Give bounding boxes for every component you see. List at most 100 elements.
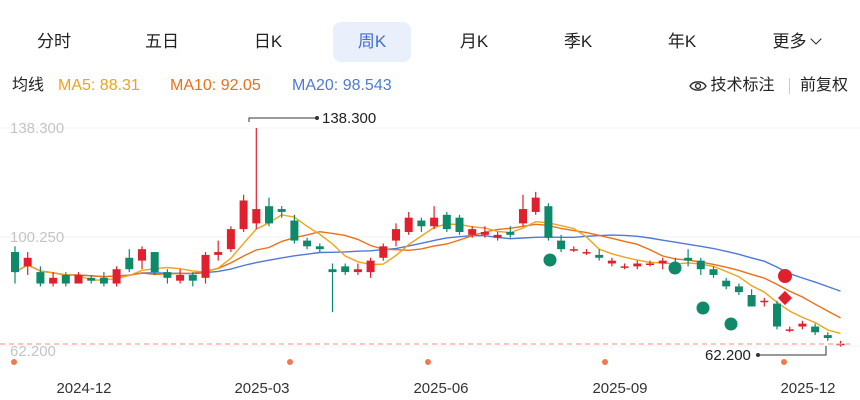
ma20-value: MA20: 98.543: [292, 77, 392, 94]
candle-body: [277, 209, 286, 212]
candle-body: [823, 335, 832, 338]
candle-body: [582, 252, 591, 254]
x-tick-label: 2025-12: [780, 380, 835, 397]
sell-signal-dot: [696, 301, 710, 315]
candle-body: [506, 231, 515, 235]
candle-body: [341, 266, 350, 273]
candle-body: [150, 252, 159, 273]
candle-body: [519, 209, 527, 224]
more-menu-button[interactable]: 更多: [760, 22, 832, 62]
candle-body: [176, 274, 185, 281]
candle-body: [480, 231, 489, 235]
min-leader-dot: [756, 353, 760, 357]
tab-yearly-k[interactable]: 年K: [667, 32, 697, 51]
candle-body: [99, 277, 108, 284]
more-label: 更多: [772, 32, 807, 51]
candle-body: [11, 252, 19, 273]
candle-body: [607, 260, 616, 264]
buy-signal-diamond: [777, 290, 793, 306]
max-price-annotation: 138.300: [322, 110, 376, 127]
candle-body: [658, 260, 667, 264]
candle-body: [544, 206, 553, 238]
x-tick-label: 2025-09: [592, 380, 647, 397]
candle-body: [379, 246, 388, 258]
tab-intraday[interactable]: 分时: [37, 32, 71, 51]
candlesticks: [11, 128, 845, 347]
x-axis-markers: [11, 359, 787, 365]
max-leader-dot: [315, 116, 319, 120]
candle-body: [49, 277, 58, 284]
candle-body: [709, 269, 718, 275]
event-marker-dot: [425, 359, 431, 365]
candle-body: [722, 280, 731, 287]
candle-body: [125, 257, 134, 270]
tab-quarterly-k[interactable]: 季K: [563, 32, 593, 51]
candle-body: [747, 295, 756, 307]
candle-body: [734, 286, 743, 293]
candle-body: [531, 197, 540, 212]
tab-monthly-k[interactable]: 月K: [459, 32, 489, 51]
candle-body: [646, 263, 654, 265]
candle-body: [163, 272, 172, 278]
candle-body: [633, 263, 642, 267]
x-tick-label: 2024-12: [56, 380, 111, 397]
candle-body: [417, 220, 426, 227]
candle-body: [773, 303, 781, 327]
candle-body: [61, 274, 70, 284]
y-axis-label-mid: 100.250: [10, 229, 64, 246]
candle-body: [74, 274, 83, 284]
candle-body: [404, 217, 413, 232]
candle-body: [760, 300, 769, 303]
ma-title: 均线: [12, 77, 45, 94]
tab-daily-k[interactable]: 日K: [253, 32, 283, 51]
tab-weekly-k[interactable]: 周K: [333, 22, 411, 62]
buy-signal-dot: [778, 269, 792, 283]
extreme-annotations: 138.300 62.200: [248, 110, 827, 364]
candle-body: [239, 200, 248, 230]
chart-grid: [0, 127, 860, 347]
sell-signal-dot: [668, 261, 682, 275]
candle-body: [303, 240, 312, 247]
forward-adjust-button[interactable]: 前复权: [799, 77, 848, 94]
candle-body: [226, 229, 235, 250]
period-tabs: 分时 五日 日K 周K 月K 季K 年K 更多: [0, 20, 860, 64]
candle-body: [455, 217, 464, 232]
moving-average-legend: 均线 MA5: 88.31 MA10: 92.05 MA20: 98.543: [0, 72, 860, 100]
candle-body: [87, 277, 96, 281]
event-marker-dot: [602, 359, 608, 365]
candle-body: [328, 269, 337, 273]
candle-body: [493, 234, 502, 238]
candle-body: [468, 229, 477, 235]
candle-body: [138, 249, 146, 261]
candle-body: [188, 274, 197, 281]
signal-markers: [543, 253, 793, 331]
candle-body: [36, 272, 45, 284]
candle-body: [214, 252, 223, 255]
x-tick-label: 2025-03: [234, 380, 289, 397]
candle-body: [366, 260, 375, 273]
event-marker-dot: [11, 359, 17, 365]
candle-body: [557, 240, 566, 250]
candle-body: [696, 260, 705, 270]
candle-body: [290, 220, 299, 241]
candle-body: [392, 229, 400, 241]
candle-body: [201, 254, 210, 278]
candle-body: [684, 257, 693, 261]
candle-body: [353, 269, 362, 273]
candle-body: [569, 249, 578, 251]
max-leader-line: [248, 117, 317, 122]
eye-icon: [688, 80, 707, 91]
candle-body: [23, 257, 32, 267]
candle-body: [811, 326, 820, 333]
candle-body: [430, 217, 439, 227]
event-marker-dot: [287, 359, 293, 365]
candle-body: [620, 266, 629, 268]
technical-annotation-toggle[interactable]: 技术标注: [688, 77, 779, 94]
technical-annotation-label: 技术标注: [710, 77, 775, 94]
candle-body: [112, 269, 121, 284]
candle-body: [798, 323, 807, 327]
x-tick-label: 2025-06: [413, 380, 468, 397]
ma5-value: MA5: 88.31: [58, 77, 140, 94]
tab-five-day[interactable]: 五日: [145, 32, 179, 51]
